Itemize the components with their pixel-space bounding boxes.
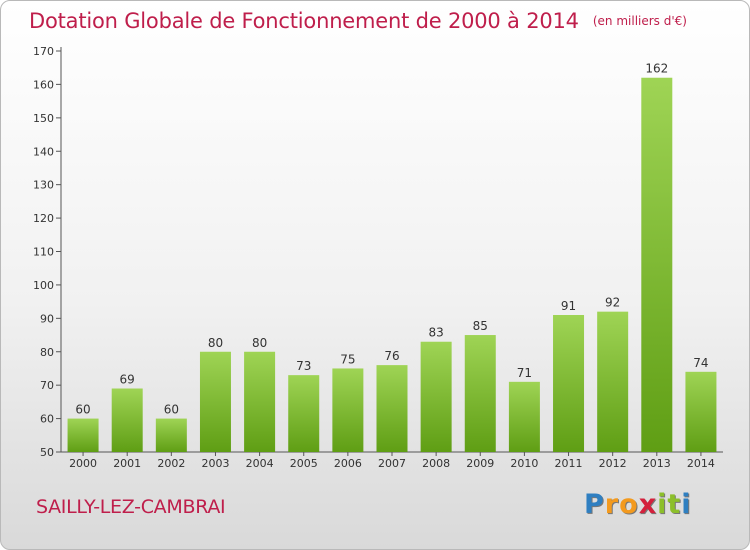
logo-letter-6: i <box>681 489 692 520</box>
logo-letter-0: P <box>584 489 605 520</box>
data-label-2007: 76 <box>384 349 399 363</box>
bar-2008 <box>420 341 452 452</box>
y-tick-label: 70 <box>40 379 54 392</box>
x-tick-label-2008: 2008 <box>422 457 450 470</box>
logo-letter-4: i <box>657 489 668 520</box>
bar-2005 <box>288 375 320 452</box>
data-label-2013: 162 <box>645 62 668 76</box>
data-label-2001: 69 <box>120 373 135 387</box>
data-label-2009: 85 <box>473 319 488 333</box>
x-tick-label-2011: 2011 <box>555 457 583 470</box>
bar-2002 <box>155 418 187 452</box>
data-label-2008: 83 <box>428 326 443 340</box>
bar-2003 <box>199 351 231 452</box>
bar-2011 <box>553 314 585 452</box>
commune-name: SAILLY-LEZ-CAMBRAI <box>36 496 226 518</box>
bar-2012 <box>597 311 629 452</box>
x-tick-label-2014: 2014 <box>687 457 715 470</box>
x-tick-label-2010: 2010 <box>510 457 538 470</box>
bar-2001 <box>111 388 143 452</box>
data-label-2014: 74 <box>693 356 708 370</box>
data-label-2002: 60 <box>164 403 179 417</box>
y-tick-label: 170 <box>33 45 54 58</box>
data-label-2006: 75 <box>340 352 355 366</box>
data-label-2003: 80 <box>208 336 223 350</box>
bar-2009 <box>464 335 496 452</box>
data-label-2000: 60 <box>75 403 90 417</box>
chart-title-text: Dotation Globale de Fonctionnement de 20… <box>29 9 579 33</box>
y-tick-label: 110 <box>33 246 54 259</box>
bar-2004 <box>244 351 276 452</box>
x-tick-label-2002: 2002 <box>157 457 185 470</box>
y-tick-label: 90 <box>40 312 54 325</box>
x-tick-label-2005: 2005 <box>290 457 318 470</box>
data-label-2011: 91 <box>561 299 576 313</box>
y-tick-label: 50 <box>40 446 54 459</box>
y-tick-label: 160 <box>33 78 54 91</box>
chart-title: Dotation Globale de Fonctionnement de 20… <box>29 9 687 33</box>
bar-2000 <box>67 418 99 452</box>
bar-2014 <box>685 371 717 452</box>
bars: 60 69 60 80 80 73 75 76 83 85 71 91 92 162 74 <box>67 62 717 452</box>
x-tick-label-2004: 2004 <box>246 457 274 470</box>
logo-letter-3: x <box>638 489 658 520</box>
y-tick-label: 120 <box>33 212 54 225</box>
x-tick-label-2009: 2009 <box>466 457 494 470</box>
y-tick-label: 60 <box>40 413 54 426</box>
y-tick-label: 80 <box>40 346 54 359</box>
bar-2010 <box>508 381 540 452</box>
x-tick-label-2006: 2006 <box>334 457 362 470</box>
y-tick-label: 100 <box>33 279 54 292</box>
y-tick-label: 130 <box>33 179 54 192</box>
unit-note: (en milliers d'€) <box>592 14 687 28</box>
y-tick-label: 150 <box>33 112 54 125</box>
data-label-2012: 92 <box>605 296 620 310</box>
logo-letter-5: t <box>667 489 682 520</box>
data-label-2005: 73 <box>296 359 311 373</box>
proxiti-logo: Proxiti <box>584 489 692 520</box>
logo-letter-2: o <box>619 489 639 520</box>
x-tick-label-2012: 2012 <box>599 457 627 470</box>
bar-2006 <box>332 368 364 452</box>
bar-2007 <box>376 365 408 452</box>
bar-2013 <box>641 77 673 452</box>
x-tick-label-2013: 2013 <box>643 457 671 470</box>
logo-letter-1: r <box>604 489 620 520</box>
x-tick-label-2000: 2000 <box>69 457 97 470</box>
axes: 50 60 70 80 90 100 110 120 130 140 150 160 170 2000 20… <box>33 45 723 470</box>
data-label-2010: 71 <box>517 366 532 380</box>
data-label-2004: 80 <box>252 336 267 350</box>
x-tick-label-2003: 2003 <box>201 457 229 470</box>
x-tick-label-2001: 2001 <box>113 457 141 470</box>
x-tick-label-2007: 2007 <box>378 457 406 470</box>
y-tick-label: 140 <box>33 145 54 158</box>
